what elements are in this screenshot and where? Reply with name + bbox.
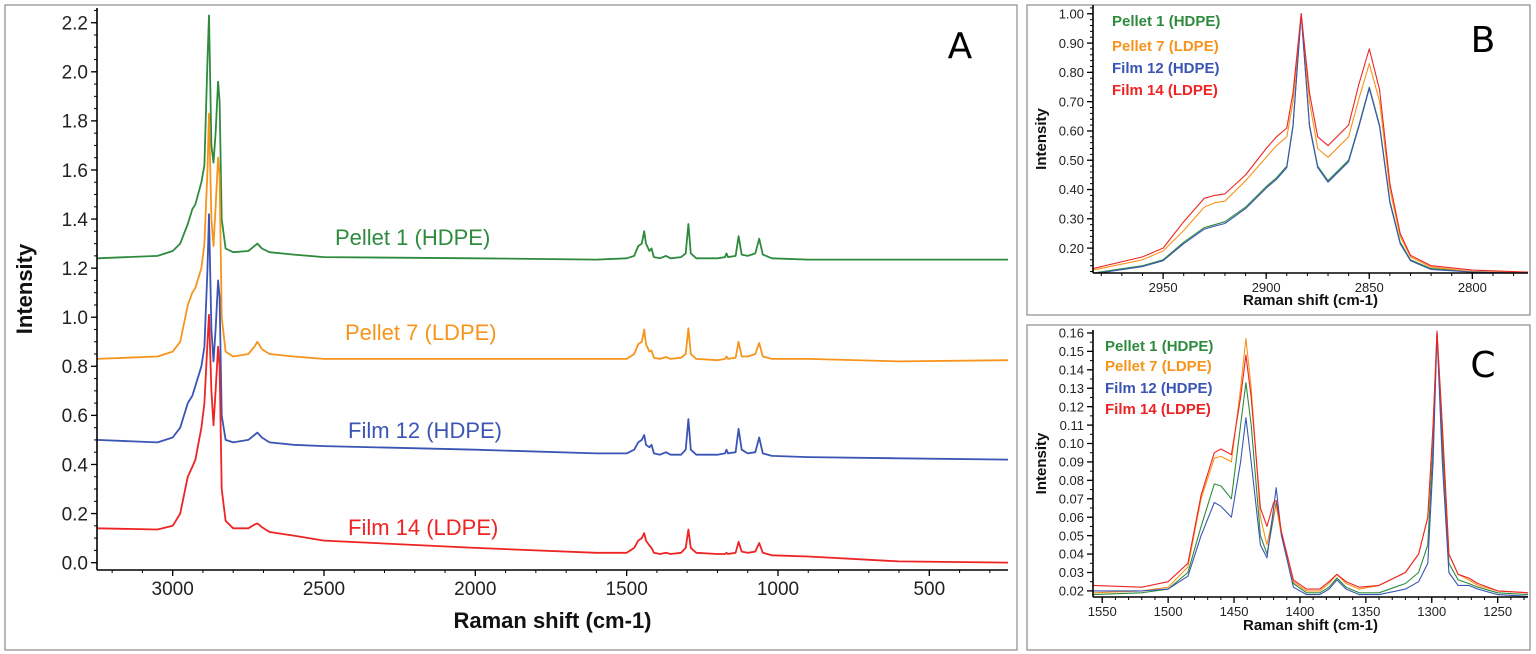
y-tick-label: 0.10 bbox=[1059, 436, 1084, 451]
series-label: Pellet 1 (HDPE) bbox=[335, 225, 490, 250]
legend-entry: Pellet 1 (HDPE) bbox=[1105, 338, 1213, 355]
series-line-pellet-1-hdpe bbox=[97, 14, 1008, 261]
y-tick-label: 0.50 bbox=[1059, 153, 1084, 168]
y-tick-label: 0.04 bbox=[1059, 547, 1084, 562]
y-axis-label: Intensity bbox=[1033, 108, 1050, 170]
x-axis-label: Raman shift (cm-1) bbox=[453, 608, 651, 633]
panel-letter: A bbox=[948, 26, 973, 67]
x-tick-label: 1500 bbox=[606, 579, 648, 600]
panel-letter: C bbox=[1470, 345, 1495, 386]
x-tick-label: 1500 bbox=[1154, 604, 1183, 619]
x-tick-label: 2850 bbox=[1355, 280, 1384, 295]
y-axis-label: Intensity bbox=[12, 243, 37, 334]
y-tick-label: 0.90 bbox=[1059, 36, 1084, 51]
y-tick-label: 0.40 bbox=[1059, 182, 1084, 197]
y-tick-label: 0.80 bbox=[1059, 65, 1084, 80]
legend-entry: Film 14 (LDPE) bbox=[1112, 82, 1218, 99]
x-tick-label: 3000 bbox=[152, 579, 194, 600]
y-tick-label: 0.03 bbox=[1059, 565, 1084, 580]
y-axis-label: Intensity bbox=[1033, 432, 1050, 494]
y-tick-label: 0.30 bbox=[1059, 211, 1084, 226]
panel-letter: B bbox=[1471, 20, 1496, 61]
panel-frame bbox=[4, 4, 1018, 651]
y-tick-label: 0.05 bbox=[1059, 528, 1084, 543]
series-line-pellet-7-ldpe bbox=[97, 112, 1008, 363]
legend-entry: Film 12 (HDPE) bbox=[1105, 380, 1213, 397]
legend-entry: Pellet 7 (LDPE) bbox=[1112, 38, 1219, 55]
y-tick-label: 0.2 bbox=[62, 504, 88, 525]
y-tick-label: 1.4 bbox=[62, 210, 89, 231]
series-line-film-12-hdpe bbox=[1093, 332, 1528, 597]
x-tick-label: 1300 bbox=[1417, 604, 1446, 619]
legend-entry: Pellet 7 (LDPE) bbox=[1105, 358, 1212, 375]
panel-C: 1550 1500 1450 1400 1350 1300 1250 0.02 0.03 0.04… bbox=[1026, 324, 1531, 651]
y-tick-label: 0.70 bbox=[1059, 94, 1084, 109]
legend-entry: Pellet 1 (HDPE) bbox=[1112, 13, 1220, 30]
series-line-film-12-hdpe bbox=[1095, 13, 1528, 273]
panel-A: 3000 2500 2000 1500 1000 500 0.0 0.2 0.4 0.6 0.8 1.… bbox=[4, 4, 1018, 651]
series-group bbox=[97, 14, 1008, 564]
y-tick-label: 0.20 bbox=[1059, 241, 1084, 256]
x-tick-label: 1450 bbox=[1220, 604, 1249, 619]
y-tick-label: 0.16 bbox=[1059, 326, 1084, 341]
series-line-film-14-ldpe bbox=[97, 313, 1008, 564]
x-tick-label: 1350 bbox=[1351, 604, 1380, 619]
panel-B: 2950 2900 2850 2800 0.20 0.30 0.40 0.50 0.60 0.70… bbox=[1026, 4, 1531, 316]
y-tick-label: 1.8 bbox=[62, 112, 88, 133]
y-tick-label: 1.0 bbox=[62, 308, 88, 329]
y-tick-label: 0.0 bbox=[62, 553, 88, 574]
y-tick-label: 0.6 bbox=[62, 406, 88, 427]
x-axis-label: Raman shift (cm-1) bbox=[1243, 292, 1378, 309]
y-tick-label: 0.07 bbox=[1059, 491, 1084, 506]
y-tick-label: 0.08 bbox=[1059, 473, 1084, 488]
series-line-pellet-1-hdpe bbox=[1093, 332, 1528, 596]
y-tick-label: 2.2 bbox=[62, 14, 88, 35]
y-tick-label: 0.4 bbox=[62, 455, 89, 476]
series-label: Film 12 (HDPE) bbox=[348, 418, 502, 443]
y-tick-label: 0.12 bbox=[1059, 399, 1084, 414]
series-line-film-14-ldpe bbox=[1093, 13, 1528, 273]
x-tick-label: 2000 bbox=[454, 579, 496, 600]
y-tick-label: 1.2 bbox=[62, 259, 88, 280]
x-tick-label: 2950 bbox=[1149, 280, 1178, 295]
panel-frame bbox=[1026, 324, 1531, 651]
legend-entry: Film 14 (LDPE) bbox=[1105, 401, 1211, 418]
series-line-film-12-hdpe bbox=[97, 213, 1008, 461]
x-tick-label: 1250 bbox=[1483, 604, 1512, 619]
panel-frame bbox=[1026, 4, 1531, 316]
x-tick-label: 1400 bbox=[1285, 604, 1314, 619]
series-label: Film 14 (LDPE) bbox=[348, 515, 498, 540]
x-tick-label: 1550 bbox=[1088, 604, 1117, 619]
x-tick-label: 2800 bbox=[1458, 280, 1487, 295]
y-tick-label: 0.14 bbox=[1059, 362, 1084, 377]
series-group bbox=[1093, 330, 1528, 597]
y-tick-label: 0.13 bbox=[1059, 381, 1084, 396]
x-axis-label: Raman shift (cm-1) bbox=[1243, 617, 1378, 634]
y-tick-label: 2.0 bbox=[62, 63, 88, 84]
series-line-film-14-ldpe bbox=[1093, 330, 1528, 594]
legend-entry: Film 12 (HDPE) bbox=[1112, 60, 1220, 77]
y-tick-label: 1.00 bbox=[1059, 6, 1084, 21]
series-label: Pellet 7 (LDPE) bbox=[345, 320, 497, 345]
y-tick-label: 0.06 bbox=[1059, 510, 1084, 525]
y-tick-label: 1.6 bbox=[62, 161, 88, 182]
series-group bbox=[1093, 13, 1528, 273]
y-tick-label: 0.8 bbox=[62, 357, 88, 378]
x-tick-label: 2900 bbox=[1252, 280, 1281, 295]
y-tick-label: 0.60 bbox=[1059, 124, 1084, 139]
x-tick-label: 500 bbox=[913, 579, 945, 600]
y-tick-label: 0.09 bbox=[1059, 455, 1084, 470]
y-tick-label: 0.15 bbox=[1059, 344, 1084, 359]
y-tick-label: 0.11 bbox=[1060, 418, 1084, 433]
x-tick-label: 1000 bbox=[757, 579, 799, 600]
y-tick-label: 0.02 bbox=[1059, 584, 1084, 599]
x-tick-label: 2500 bbox=[303, 579, 345, 600]
